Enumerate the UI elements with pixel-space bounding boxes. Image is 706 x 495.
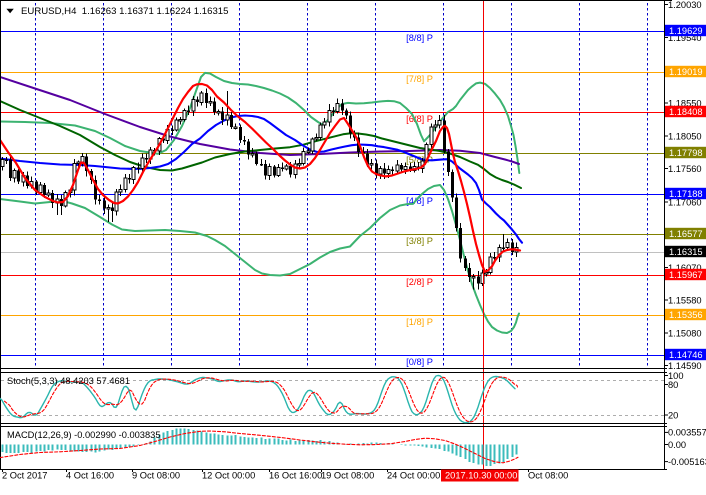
svg-text:1.16070: 1.16070: [668, 263, 702, 273]
svg-text:1.15356: 1.15356: [669, 310, 703, 320]
svg-text:16 Oct 16:00: 16 Oct 16:00: [269, 470, 322, 480]
svg-text:1.20030: 1.20030: [668, 0, 702, 10]
svg-text:1.15580: 1.15580: [668, 295, 702, 305]
svg-text:[1/8] P: [1/8] P: [406, 317, 433, 327]
svg-text:1.18050: 1.18050: [668, 131, 702, 141]
svg-text:Stoch(5,3,3) 48.4203 57.4681: Stoch(5,3,3) 48.4203 57.4681: [7, 376, 130, 386]
svg-text:1.18550: 1.18550: [668, 98, 702, 108]
svg-text:[7/8] P: [7/8] P: [406, 74, 433, 84]
svg-text:1.16315: 1.16315: [669, 247, 703, 257]
svg-text:4 Oct 16:00: 4 Oct 16:00: [66, 470, 114, 480]
svg-text:[5/8] P: [5/8] P: [406, 155, 433, 165]
svg-text:[0/8] P: [0/8] P: [406, 357, 433, 367]
svg-text:2017.10.30 00:00: 2017.10.30 00:00: [445, 470, 517, 480]
svg-text:80: 80: [668, 380, 678, 390]
svg-text:9 Oct 08:00: 9 Oct 08:00: [132, 470, 180, 480]
svg-text:19 Oct 08:00: 19 Oct 08:00: [321, 470, 374, 480]
svg-text:1.15967: 1.15967: [669, 270, 703, 280]
svg-text:100: 100: [668, 371, 684, 381]
svg-text:0.003557: 0.003557: [668, 428, 706, 438]
svg-text:[8/8] P: [8/8] P: [406, 33, 433, 43]
svg-text:1.18408: 1.18408: [669, 107, 703, 117]
svg-text:1.16577: 1.16577: [669, 229, 703, 239]
svg-text:1.19540: 1.19540: [668, 33, 702, 43]
svg-text:1.17798: 1.17798: [669, 148, 703, 158]
svg-text:MACD(12,26,9) -0.002990 -0.003: MACD(12,26,9) -0.002990 -0.003835: [7, 430, 161, 440]
svg-text:0.00: 0.00: [668, 440, 686, 450]
svg-text:[2/8] P: [2/8] P: [406, 277, 433, 287]
svg-text:1.17560: 1.17560: [668, 164, 702, 174]
svg-text:EURUSD,H4 1.16263 1.16371 1.1: EURUSD,H4 1.16263 1.16371 1.16224 1.1631…: [21, 6, 228, 17]
svg-text:2 Oct 2017: 2 Oct 2017: [2, 470, 47, 480]
svg-text:1.15080: 1.15080: [668, 328, 702, 338]
svg-text:1.14746: 1.14746: [669, 350, 703, 360]
svg-text:1.19629: 1.19629: [669, 26, 703, 36]
svg-text:Oct 08:00: Oct 08:00: [528, 470, 568, 480]
svg-text:-0.005163: -0.005163: [668, 457, 706, 467]
svg-text:1.14590: 1.14590: [668, 361, 702, 371]
svg-text:[4/8] P: [4/8] P: [406, 196, 433, 206]
svg-text:[3/8] P: [3/8] P: [406, 236, 433, 246]
svg-text:[6/8] P: [6/8] P: [406, 114, 433, 124]
svg-text:1.17060: 1.17060: [668, 197, 702, 207]
svg-text:20: 20: [668, 410, 678, 420]
svg-text:1.19019: 1.19019: [669, 67, 703, 77]
svg-text:12 Oct 00:00: 12 Oct 00:00: [202, 470, 255, 480]
svg-text:1.17188: 1.17188: [669, 189, 703, 199]
svg-text:24 Oct 00:00: 24 Oct 00:00: [387, 470, 440, 480]
